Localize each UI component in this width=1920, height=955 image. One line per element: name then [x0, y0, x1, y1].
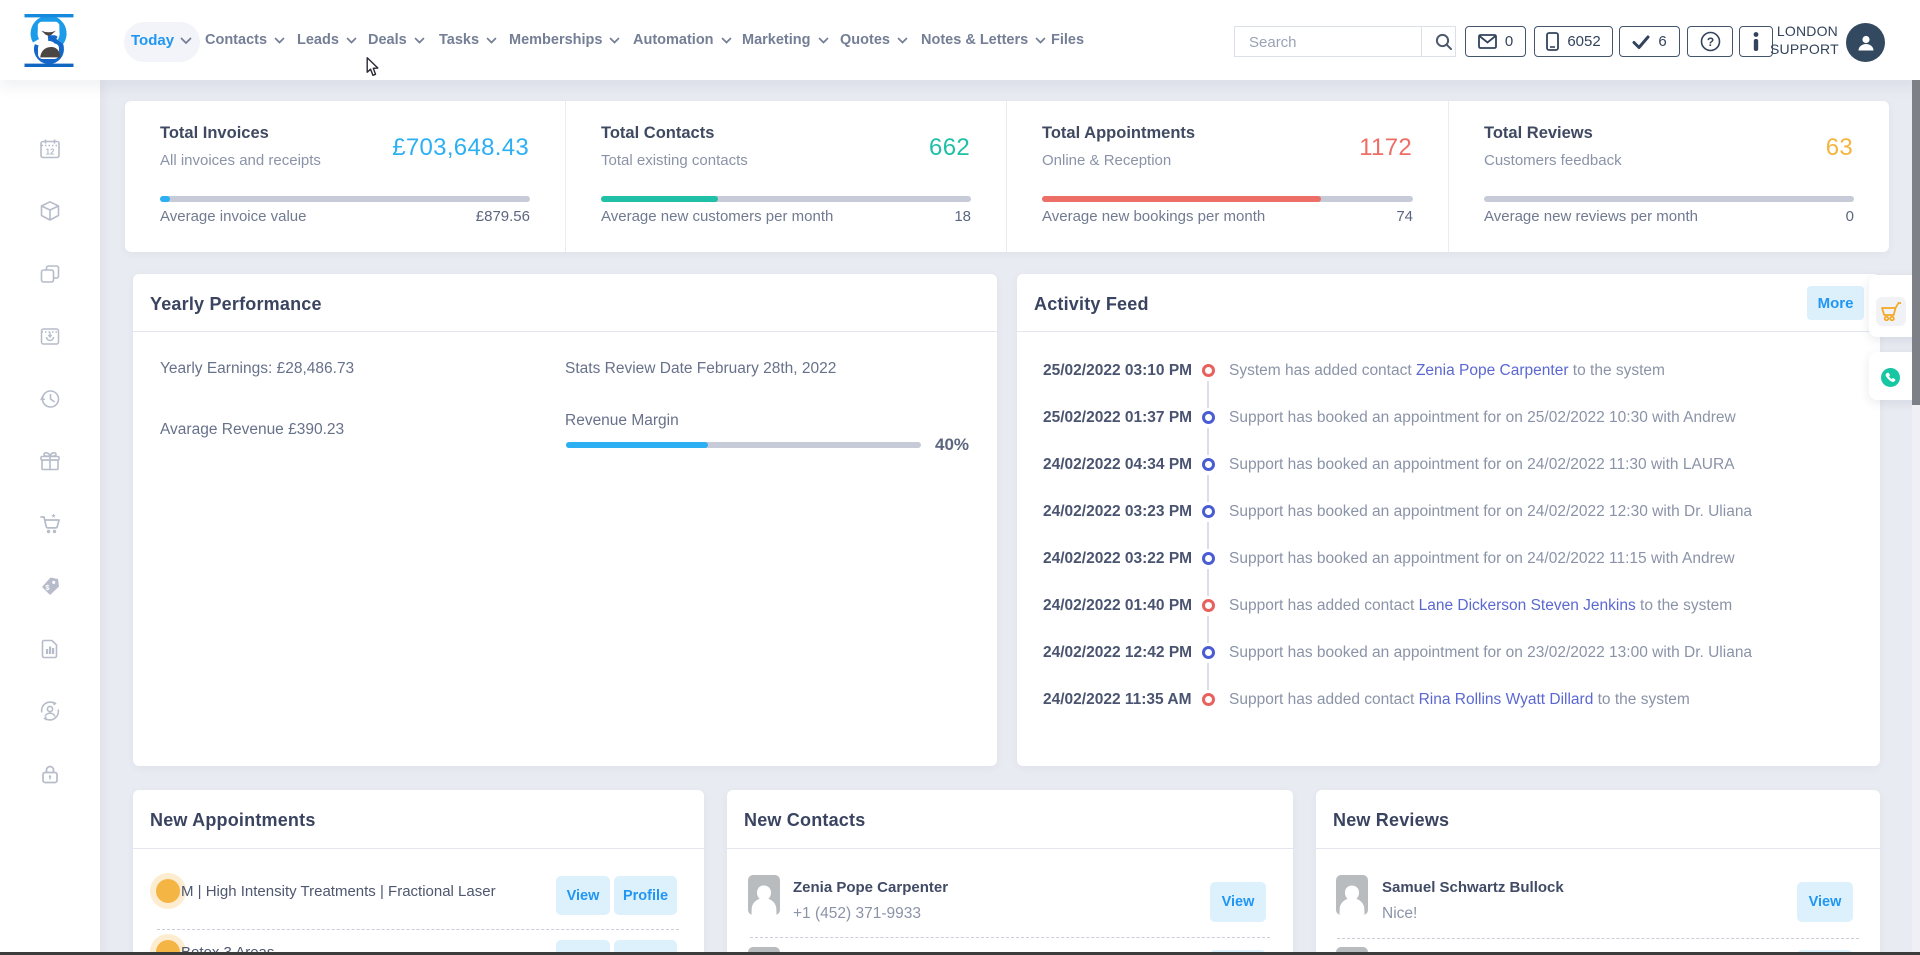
- svg-text:12: 12: [46, 148, 55, 157]
- svg-text:?: ?: [1706, 35, 1713, 49]
- svg-text:$: $: [45, 583, 50, 592]
